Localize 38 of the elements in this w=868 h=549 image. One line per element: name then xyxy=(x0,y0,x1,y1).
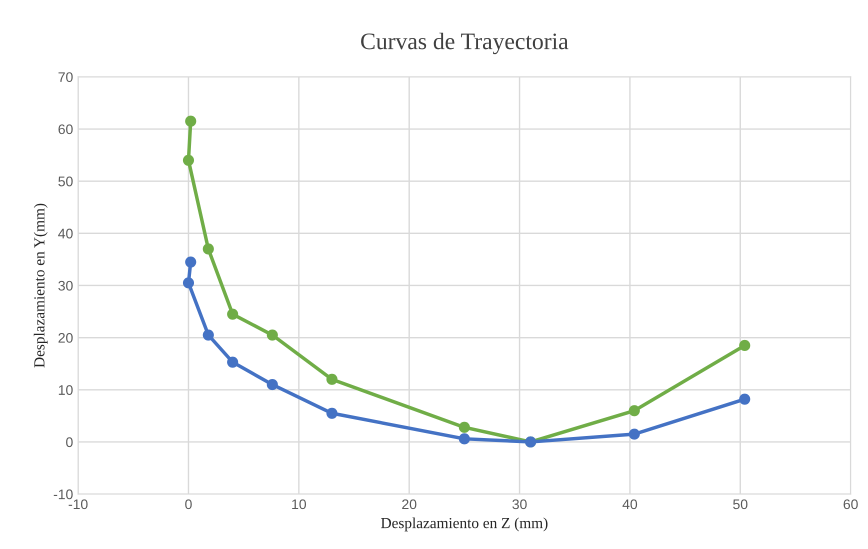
y-tick-label: 0 xyxy=(66,437,73,448)
y-tick-label: 20 xyxy=(58,332,73,343)
y-tick-label: 60 xyxy=(58,124,73,134)
y-tick-label: 10 xyxy=(58,385,73,395)
y-axis-title: Desplazamiento en Y(mm) xyxy=(34,204,48,368)
x-tick-label: -10 xyxy=(68,499,88,510)
point xyxy=(628,405,640,416)
x-tick-label: 10 xyxy=(292,499,306,510)
point xyxy=(266,329,278,341)
x-tick-label: 0 xyxy=(185,499,192,510)
point xyxy=(182,154,194,166)
x-tick-label: 40 xyxy=(622,499,638,510)
point xyxy=(202,243,214,255)
point xyxy=(185,116,196,127)
x-tick-label: 60 xyxy=(844,499,858,510)
point xyxy=(458,433,470,444)
x-tick-label: 50 xyxy=(733,499,748,510)
point xyxy=(458,422,470,433)
y-tick-label: 30 xyxy=(58,280,73,291)
point xyxy=(326,374,338,385)
point xyxy=(739,340,750,352)
point xyxy=(326,408,338,419)
y-tick-label: 50 xyxy=(58,176,73,186)
point xyxy=(227,308,238,320)
point xyxy=(202,329,214,341)
y-tick-label: 40 xyxy=(58,228,73,238)
point xyxy=(628,428,640,440)
point xyxy=(185,256,196,268)
point xyxy=(266,379,278,390)
y-tick-label: 70 xyxy=(58,72,73,82)
y-tick-label: -10 xyxy=(54,489,73,500)
chart-title: Curvas de Trayectoria xyxy=(361,32,568,54)
x-tick-label: 30 xyxy=(512,499,527,510)
point xyxy=(227,356,238,368)
point xyxy=(739,394,750,405)
x-tick-label: 20 xyxy=(402,499,416,510)
x-axis-title: Desplazamiento en Z (mm) xyxy=(381,517,548,532)
point xyxy=(182,277,194,288)
